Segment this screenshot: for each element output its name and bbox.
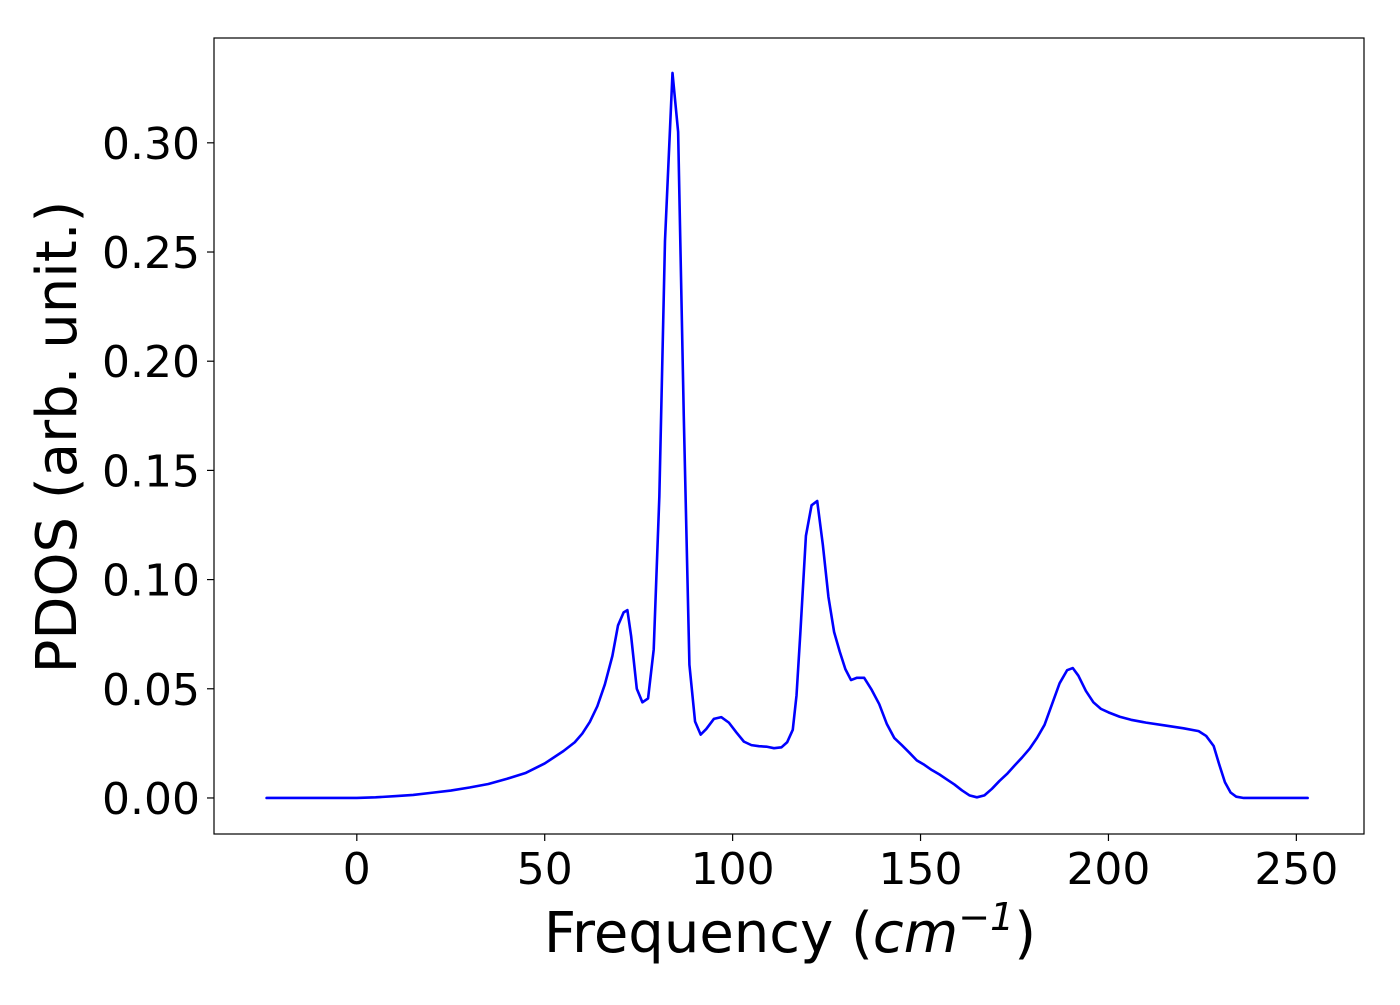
y-tick-label: 0.15	[102, 446, 200, 497]
x-axis-title: Frequency (cm−1)	[544, 895, 1036, 966]
x-axis-title-text: Frequency (	[544, 901, 873, 966]
series-line-0	[265, 71, 1309, 800]
x-tick-label: 0	[343, 844, 371, 895]
x-axis-title-close: )	[1014, 901, 1036, 966]
x-tick-label: 200	[1066, 844, 1150, 895]
x-tick-label: 150	[879, 844, 963, 895]
y-tick-label: 0.25	[102, 228, 200, 279]
series-layer	[265, 71, 1309, 800]
y-tick-label: 0.30	[102, 119, 200, 170]
tick-marks	[207, 142, 1297, 841]
x-tick-label: 250	[1254, 844, 1338, 895]
y-tick-label: 0.20	[102, 337, 200, 388]
x-axis-title-math: cm	[873, 901, 958, 966]
y-tick-labels: 0.00 0.05 0.10 0.15 0.20 0.25 0.30	[102, 119, 200, 825]
y-axis-title: PDOS (arb. unit.)	[25, 201, 90, 674]
y-tick-label: 0.00	[102, 774, 200, 825]
y-tick-label: 0.05	[102, 665, 200, 716]
x-tick-label: 100	[691, 844, 775, 895]
plot-frame	[213, 37, 1365, 835]
x-tick-labels: 0 50 100 150 200 250	[343, 844, 1339, 895]
x-axis-title-exponent: −1	[958, 895, 1014, 939]
x-tick-label: 50	[517, 844, 573, 895]
y-tick-label: 0.10	[102, 556, 200, 607]
